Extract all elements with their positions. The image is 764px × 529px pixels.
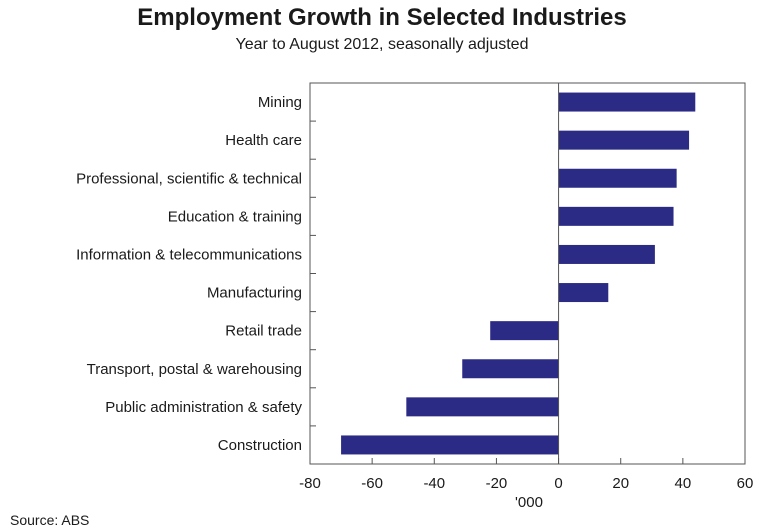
x-tick-label: 0 <box>554 475 562 492</box>
x-tick-label: -20 <box>486 475 508 492</box>
category-label: Retail trade <box>225 323 302 340</box>
x-tick-label: -60 <box>361 475 383 492</box>
x-tick-label: -80 <box>299 475 321 492</box>
x-axis-label: '000 <box>515 494 543 511</box>
bar-3 <box>558 206 674 226</box>
bar-4 <box>558 244 655 264</box>
bar-2 <box>558 168 677 188</box>
bar-0 <box>558 92 696 112</box>
bar-1 <box>558 130 690 150</box>
bars-layer <box>341 92 696 455</box>
bar-7 <box>462 359 559 379</box>
x-tick-label: 20 <box>612 475 629 492</box>
category-label: Professional, scientific & technical <box>76 170 302 187</box>
bar-8 <box>406 397 559 417</box>
source-note: Source: ABS <box>10 512 90 528</box>
category-ticks <box>310 120 316 427</box>
bar-6 <box>490 321 559 341</box>
category-label: Public administration & safety <box>105 399 302 416</box>
category-label: Construction <box>218 437 302 454</box>
chart-subtitle: Year to August 2012, seasonally adjusted <box>235 36 529 53</box>
x-axis-tick-labels: -80 -60 -40 -20 0 20 40 60 <box>299 475 753 492</box>
chart-title: Employment Growth in Selected Industries <box>137 4 627 31</box>
category-label: Information & telecommunications <box>76 246 302 263</box>
category-labels: Mining Health care Professional, scientifi… <box>76 94 302 454</box>
category-label: Manufacturing <box>207 285 302 302</box>
bar-5 <box>558 283 609 303</box>
x-tick-label: 40 <box>675 475 692 492</box>
x-axis-ticks <box>309 458 746 464</box>
category-label: Health care <box>225 132 302 149</box>
bar-9 <box>341 435 559 455</box>
x-tick-label: 60 <box>737 475 754 492</box>
x-tick-label: -40 <box>423 475 445 492</box>
category-label: Education & training <box>168 208 302 225</box>
category-label: Transport, postal & warehousing <box>87 361 302 378</box>
category-label: Mining <box>258 94 302 111</box>
